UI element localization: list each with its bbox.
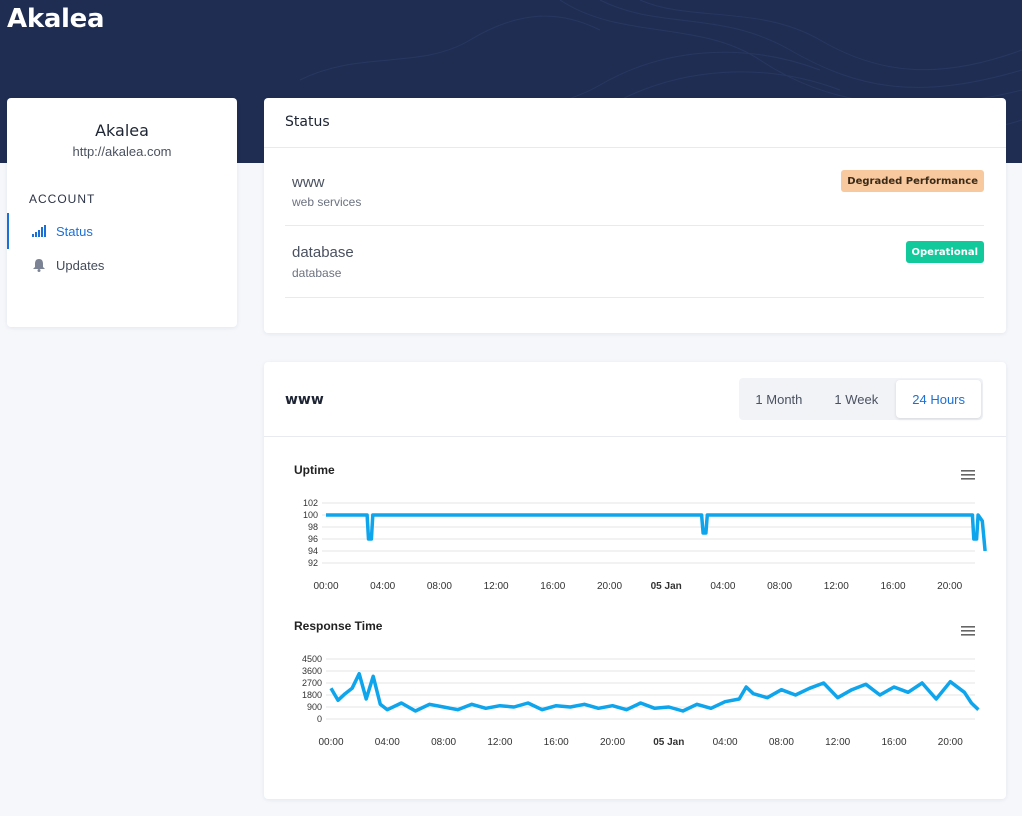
tab-24-hours[interactable]: 24 Hours bbox=[896, 380, 981, 418]
status-card: Status www web services Degraded Perform… bbox=[264, 98, 1006, 333]
status-badge: Degraded Performance bbox=[841, 170, 984, 192]
charts-canvas: Uptime 102 100 98 96 94 92 00:00 04:00 08:00 12:00… bbox=[294, 463, 987, 748]
sidebar-item-label: Updates bbox=[56, 257, 105, 273]
x-tick-label: 00:00 bbox=[318, 737, 343, 748]
y-tick-label: 3600 bbox=[302, 666, 322, 676]
chart-menu-icon[interactable] bbox=[961, 626, 975, 636]
x-tick-label: 08:00 bbox=[427, 581, 452, 592]
range-selector: 1 Month 1 Week 24 Hours bbox=[739, 378, 983, 420]
y-tick-label: 4500 bbox=[302, 654, 322, 664]
x-tick-label: 16:00 bbox=[544, 737, 569, 748]
service-description: web services bbox=[292, 195, 362, 209]
section-heading: ACCOUNT bbox=[29, 192, 96, 206]
x-tick-label: 12:00 bbox=[824, 581, 849, 592]
sidebar-item-status[interactable]: Status bbox=[7, 213, 237, 249]
service-name: database bbox=[292, 244, 354, 261]
chart-title: Response Time bbox=[294, 619, 383, 633]
brand-title[interactable]: Akalea bbox=[7, 4, 105, 34]
x-tick-label: 05 Jan bbox=[653, 737, 684, 748]
account-sidebar: Akalea http://akalea.com ACCOUNT Status … bbox=[7, 98, 237, 327]
y-tick-label: 0 bbox=[317, 714, 322, 724]
service-description: database bbox=[292, 266, 342, 280]
y-tick-label: 1800 bbox=[302, 690, 322, 700]
service-name: www bbox=[292, 174, 325, 191]
x-tick-label: 08:00 bbox=[769, 737, 794, 748]
x-tick-label: 04:00 bbox=[710, 581, 735, 592]
divider bbox=[264, 436, 1006, 437]
x-tick-label: 05 Jan bbox=[651, 581, 682, 592]
x-tick-label: 04:00 bbox=[375, 737, 400, 748]
bell-icon bbox=[31, 257, 47, 273]
tab-1-month[interactable]: 1 Month bbox=[755, 391, 803, 407]
y-tick-label: 2700 bbox=[302, 678, 322, 688]
series-line bbox=[326, 513, 987, 552]
divider bbox=[285, 297, 984, 298]
x-tick-label: 12:00 bbox=[825, 737, 850, 748]
metrics-title: www bbox=[285, 392, 324, 408]
chart-menu-icon[interactable] bbox=[961, 470, 975, 480]
x-tick-label: 16:00 bbox=[880, 581, 905, 592]
x-tick-label: 04:00 bbox=[713, 737, 738, 748]
account-url[interactable]: http://akalea.com bbox=[72, 144, 172, 159]
sidebar-item-label: Status bbox=[56, 223, 93, 239]
divider bbox=[285, 225, 984, 226]
x-tick-label: 20:00 bbox=[937, 581, 962, 592]
y-tick-label: 900 bbox=[307, 702, 322, 712]
y-tick-label: 100 bbox=[303, 510, 318, 520]
signal-bars-icon bbox=[31, 223, 47, 239]
x-tick-label: 12:00 bbox=[487, 737, 512, 748]
status-badge: Operational bbox=[905, 241, 984, 263]
metrics-card: www 1 Month 1 Week 24 Hours Uptime 102 100… bbox=[264, 362, 1006, 799]
x-tick-label: 08:00 bbox=[767, 581, 792, 592]
x-tick-label: 16:00 bbox=[881, 737, 906, 748]
x-tick-label: 08:00 bbox=[431, 737, 456, 748]
x-tick-label: 12:00 bbox=[484, 581, 509, 592]
x-tick-label: 20:00 bbox=[938, 737, 963, 748]
x-tick-label: 20:00 bbox=[597, 581, 622, 592]
x-tick-label: 20:00 bbox=[600, 737, 625, 748]
tab-1-week[interactable]: 1 Week bbox=[834, 391, 879, 407]
y-tick-label: 96 bbox=[308, 534, 318, 544]
x-tick-label: 00:00 bbox=[313, 581, 338, 592]
chart-title: Uptime bbox=[294, 463, 335, 477]
x-tick-label: 04:00 bbox=[370, 581, 395, 592]
y-tick-label: 102 bbox=[303, 498, 318, 508]
y-tick-label: 98 bbox=[308, 522, 318, 532]
sidebar-item-updates[interactable]: Updates bbox=[7, 247, 237, 283]
x-tick-label: 16:00 bbox=[540, 581, 565, 592]
account-name: Akalea bbox=[95, 121, 149, 140]
y-tick-label: 94 bbox=[308, 546, 318, 556]
series-line bbox=[329, 671, 980, 713]
y-tick-label: 92 bbox=[308, 558, 318, 568]
status-title: Status bbox=[285, 114, 330, 130]
divider bbox=[264, 147, 1006, 148]
